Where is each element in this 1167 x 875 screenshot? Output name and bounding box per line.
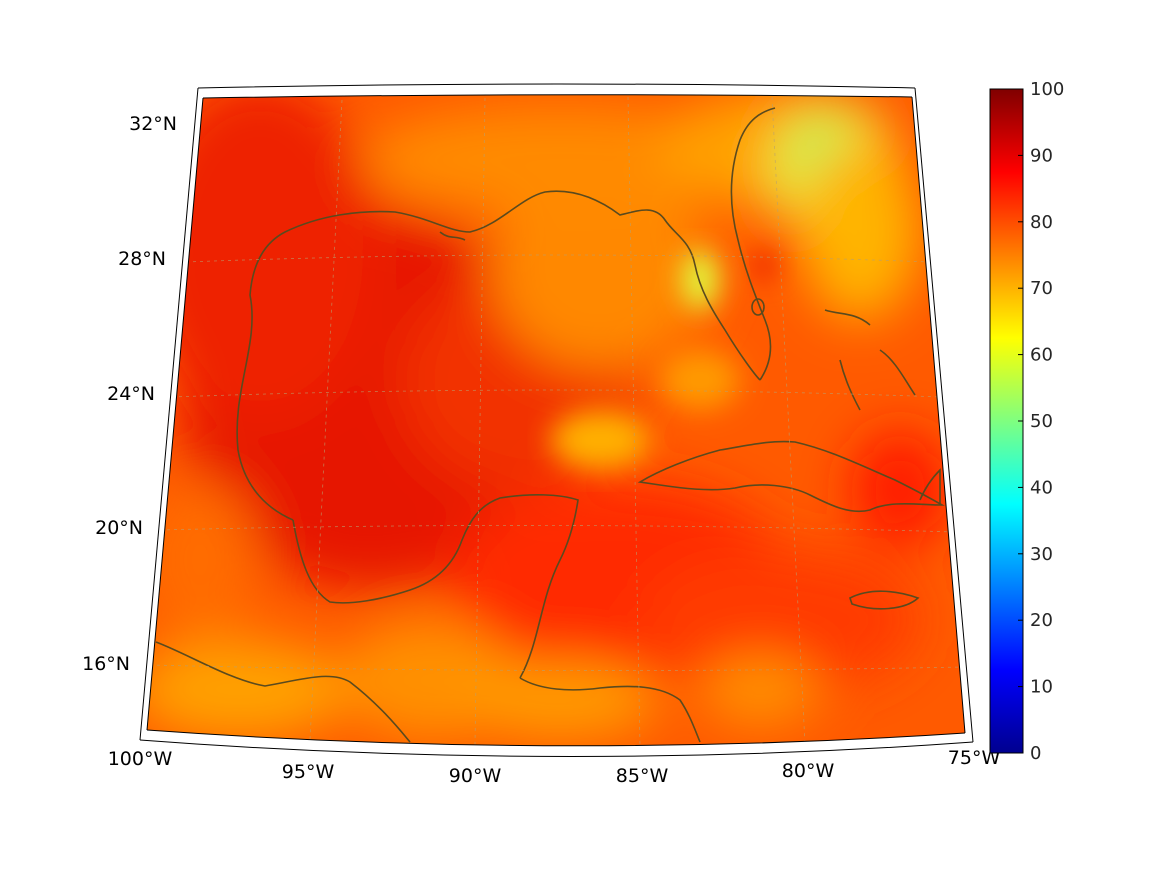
lon-tick-label: 75°W: [948, 747, 1001, 769]
lon-tick-label: 100°W: [108, 748, 173, 770]
field-layer: [147, 94, 965, 746]
graticule: [149, 96, 965, 746]
map-frame: [139, 83, 974, 758]
colorbar-tick-label: 80: [1030, 212, 1053, 233]
colorbar-tick-label: 20: [1030, 610, 1053, 631]
lon-tick-label: 85°W: [616, 765, 669, 787]
lon-tick-label: 90°W: [449, 765, 502, 787]
lat-tick-labels: 16°N 20°N 24°N 28°N 32°N: [82, 113, 177, 675]
colorbar-tick-label: 30: [1030, 544, 1053, 565]
colorbar-tick-label: 60: [1030, 345, 1053, 366]
lon-tick-label: 80°W: [782, 760, 835, 782]
lon-tick-label: 95°W: [282, 761, 335, 783]
colorbar-tick-label: 70: [1030, 278, 1053, 299]
lat-tick-label: 32°N: [129, 113, 177, 135]
colorbar-tick-label: 100: [1030, 79, 1064, 100]
colorbar: 0 10 20 30 40 50 60 70 80 90 100: [989, 79, 1064, 764]
colorbar-tick-label: 0: [1030, 743, 1041, 764]
colorbar-tick-label: 90: [1030, 145, 1053, 166]
lat-tick-label: 16°N: [82, 653, 130, 675]
lat-tick-label: 24°N: [107, 383, 155, 405]
colorbar-tick-label: 40: [1030, 477, 1053, 498]
colorbar-tick-label: 50: [1030, 411, 1053, 432]
lon-tick-labels: 100°W 95°W 90°W 85°W 80°W 75°W: [108, 747, 1001, 787]
coastlines: [155, 107, 945, 743]
colorbar-gradient: [989, 88, 1024, 754]
lat-tick-label: 28°N: [118, 248, 166, 270]
colorbar-tick-label: 10: [1030, 677, 1053, 698]
colorbar-labels: 0 10 20 30 40 50 60 70 80 90 100: [1018, 79, 1064, 764]
lat-tick-label: 20°N: [95, 517, 143, 539]
